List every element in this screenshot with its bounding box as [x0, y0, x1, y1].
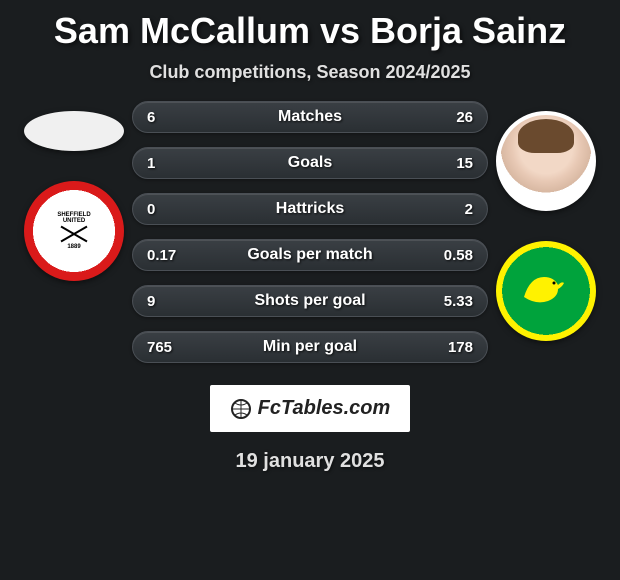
- stat-row: 0 Hattricks 2: [132, 193, 488, 225]
- footer-brand-text: FcTables.com: [258, 397, 391, 420]
- stat-label: Goals per match: [247, 246, 372, 264]
- stat-left-value: 0.17: [147, 247, 176, 264]
- right-column: [496, 101, 596, 363]
- stat-right-value: 2: [465, 201, 473, 218]
- stat-row: 9 Shots per goal 5.33: [132, 285, 488, 317]
- stat-label: Hattricks: [276, 200, 344, 218]
- player-left-club-badge: SHEFFIELD UNITED 1889: [24, 181, 124, 281]
- canary-icon: [518, 267, 566, 307]
- club-left-text: SHEFFIELD UNITED: [46, 212, 102, 224]
- stat-right-value: 0.58: [444, 247, 473, 264]
- stat-row: 0.17 Goals per match 0.58: [132, 239, 488, 271]
- stat-label: Matches: [278, 108, 342, 126]
- stats-column: 6 Matches 26 1 Goals 15 0 Hattricks 2 0.…: [132, 101, 488, 363]
- stat-row: 6 Matches 26: [132, 101, 488, 133]
- stat-row: 1 Goals 15: [132, 147, 488, 179]
- player-right-avatar: [496, 111, 596, 211]
- stat-right-value: 26: [456, 109, 473, 126]
- stat-right-value: 178: [448, 339, 473, 356]
- stat-left-value: 6: [147, 109, 155, 126]
- player-left-avatar: [24, 111, 124, 151]
- stat-left-value: 9: [147, 293, 155, 310]
- page-subtitle: Club competitions, Season 2024/2025: [149, 62, 470, 83]
- date-text: 19 january 2025: [236, 450, 385, 473]
- page-title: Sam McCallum vs Borja Sainz: [54, 10, 566, 52]
- stat-label: Shots per goal: [254, 292, 365, 310]
- stat-right-value: 15: [456, 155, 473, 172]
- stat-label: Min per goal: [263, 338, 357, 356]
- stat-row: 765 Min per goal 178: [132, 331, 488, 363]
- footer-brand-badge: FcTables.com: [210, 385, 411, 432]
- stat-label: Goals: [288, 154, 332, 172]
- comparison-main: SHEFFIELD UNITED 1889 6 Matches 26 1 Goa…: [0, 101, 620, 363]
- stat-right-value: 5.33: [444, 293, 473, 310]
- stat-left-value: 1: [147, 155, 155, 172]
- swords-icon: [56, 224, 92, 244]
- fctables-logo-icon: [230, 398, 252, 420]
- player-right-club-badge: [496, 241, 596, 341]
- club-left-year: 1889: [67, 244, 80, 250]
- left-column: SHEFFIELD UNITED 1889: [24, 101, 124, 363]
- stat-left-value: 765: [147, 339, 172, 356]
- stat-left-value: 0: [147, 201, 155, 218]
